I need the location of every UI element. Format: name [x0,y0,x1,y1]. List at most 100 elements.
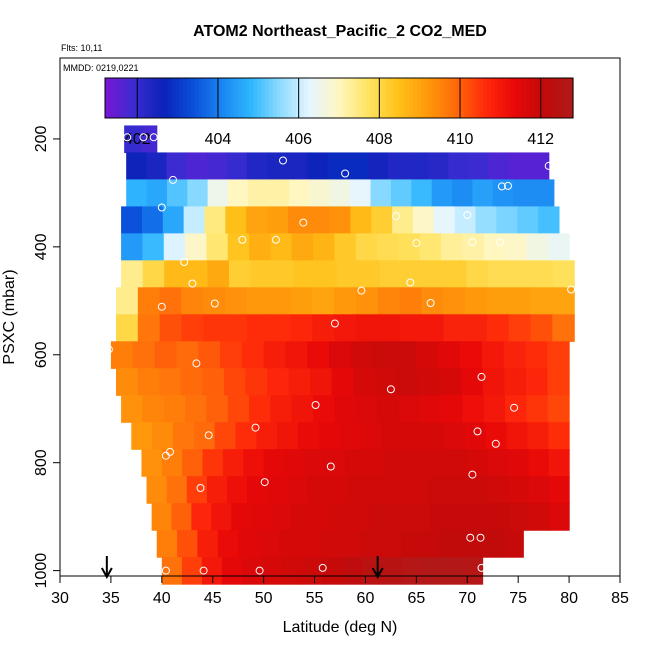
heatmap-cell [482,368,505,396]
heatmap-cell [421,530,443,558]
colorbar-swatch [132,78,137,118]
heatmap-cell [467,449,489,477]
heatmap-cell [350,503,371,531]
dates-label: MMDD: 0219,0221 [63,63,139,73]
colorbar-tick-label: 410 [447,131,474,148]
observation-point [311,401,320,409]
observation-point [210,299,219,308]
observation-point [544,161,553,170]
heatmap-cell [207,260,230,288]
heatmap-cell [299,530,321,558]
heatmap-cell [508,314,532,342]
heatmap-cell [287,476,309,504]
heatmap-cell [464,422,487,450]
heatmap-cell [549,503,570,531]
colorbar-swatch [339,78,344,118]
colorbar-swatch [448,78,453,118]
heatmap-cell [329,341,352,369]
heatmap-cell [163,233,186,261]
heatmap-cell [441,395,464,423]
heatmap-cell [412,206,435,234]
heatmap-cell [307,476,329,504]
heatmap-cell [310,503,332,531]
colorbar-swatch [225,78,231,118]
heatmap-cell [396,368,419,396]
y-axis: 200 400 600 800 1000 [33,125,60,588]
colorbar-swatch [413,78,418,118]
heatmap-cell [356,287,379,315]
heatmap-cell [202,449,224,477]
colorbar-swatch [397,78,402,118]
x-tick-label: 45 [204,590,222,607]
colorbar-swatch [144,78,149,118]
heatmap-cell [454,206,477,234]
heatmap-cell [318,422,341,450]
heatmap-cell [248,179,270,207]
colorbar-swatch [342,78,348,118]
heatmap-cell [441,233,464,261]
y-tick-label: 400 [33,233,50,260]
heatmap-cell [377,287,401,315]
heatmap-cell [355,233,378,261]
heatmap-cell [206,152,228,181]
colorbar-swatch [136,78,141,118]
heatmap-cell [402,557,424,585]
heatmap-cell [289,179,311,207]
heatmap-cell [182,449,204,477]
heatmap-cell [293,260,316,288]
heatmap-cell [504,368,527,396]
heatmap-cell [408,476,429,504]
heatmap-cell [225,287,248,315]
heatmap-cell [475,206,497,234]
colorbar-swatch [214,78,219,118]
colorbar-swatch [378,78,383,118]
heatmap-cell [449,503,471,531]
heatmap-cell [360,422,383,450]
heatmap-cell [401,530,423,558]
heatmap-cell [315,260,338,288]
heatmap-cell [322,557,343,585]
colorbar-swatch [518,78,523,118]
heatmap-cell [246,287,270,315]
heatmap-cell [428,152,449,181]
heatmap-cell [187,179,209,207]
observation-point [504,181,512,190]
heatmap-cell [428,476,449,504]
heatmap-cell [374,368,398,396]
colorbar-swatch [444,78,449,118]
heatmap-cell [360,530,382,558]
colorbar-swatch [167,78,172,118]
colorbar-swatch [534,78,539,118]
heatmap-cell [411,179,433,207]
heatmap-cell [141,206,164,234]
colorbar-swatch [471,78,477,118]
heatmap-cell [110,341,134,369]
heatmap-cell [509,503,530,531]
colorbar-swatch [206,78,211,118]
heatmap-cell [552,314,575,342]
heatmap-cell [525,341,548,369]
heatmap-cell [399,287,423,315]
observation-point [476,533,485,542]
heatmap-cell [385,449,407,477]
heatmap-cell [270,395,293,423]
heatmap-cell [126,152,147,181]
heatmap-cell [290,314,313,342]
heatmap-cell [372,341,396,369]
heatmap-cell [164,260,187,288]
heatmap-cell [438,341,461,369]
heatmap-cell [410,503,431,531]
colorbar-swatch [354,78,360,118]
heatmap-cell [121,260,144,288]
observation-point [473,427,482,436]
heatmap-cell [246,314,270,342]
colorbar-swatch [233,78,239,118]
heatmap-cell [312,314,335,342]
colorbar-swatch [257,78,262,118]
heatmap-cell [399,314,423,342]
heatmap-cell [547,395,570,423]
observation-point [149,133,158,142]
colorbar-swatch [381,78,387,118]
heatmap-cell [548,422,570,450]
heatmap-cell [242,557,263,585]
